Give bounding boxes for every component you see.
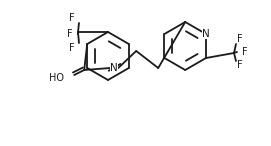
Text: HO: HO [49,73,64,83]
Text: N: N [110,63,118,73]
Text: F: F [242,47,248,57]
Text: F: F [67,29,73,39]
Text: F: F [237,34,243,44]
Text: F: F [69,13,75,23]
Text: N: N [202,29,210,39]
Text: F: F [237,60,243,70]
Text: F: F [69,43,75,53]
